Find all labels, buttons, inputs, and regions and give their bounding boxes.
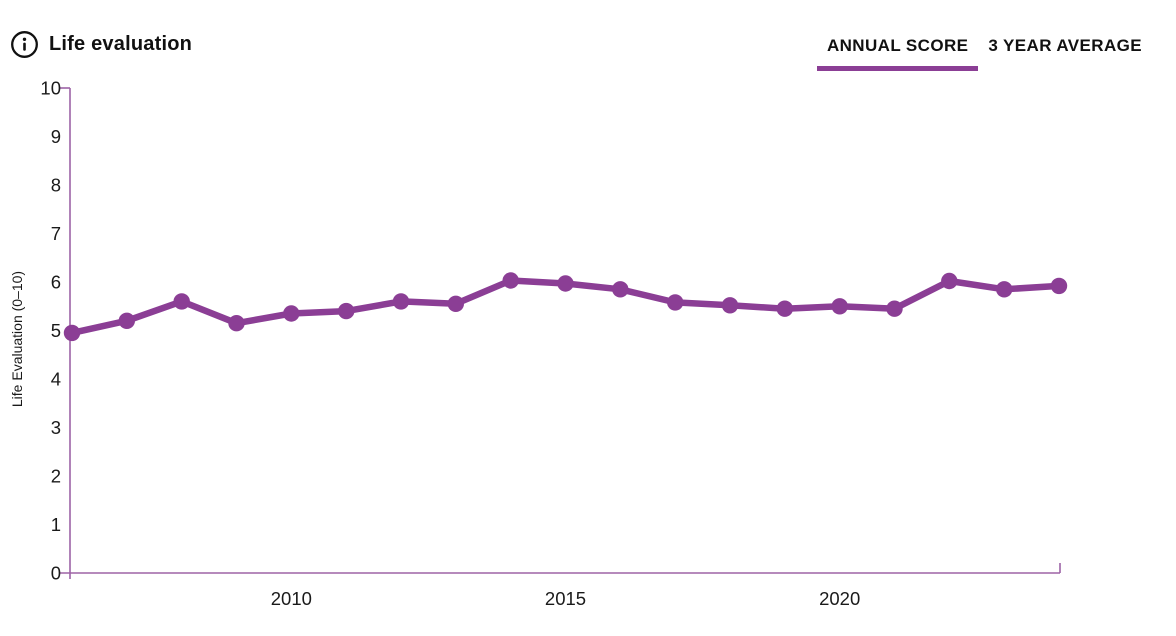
y-tick-label: 5	[51, 320, 61, 341]
data-point[interactable]	[63, 324, 81, 342]
data-point[interactable]	[667, 294, 684, 311]
y-tick-label: 10	[40, 78, 61, 99]
y-tick-label: 1	[51, 514, 61, 535]
data-point[interactable]	[502, 272, 519, 289]
x-tick-label: 2020	[819, 588, 860, 609]
data-point[interactable]	[338, 302, 355, 320]
x-tick-label: 2015	[545, 588, 586, 609]
y-axis-title: Life Evaluation (0–10)	[9, 270, 25, 408]
info-icon[interactable]	[10, 30, 39, 59]
y-tick-label: 7	[51, 223, 61, 244]
chart-header: Life evaluation	[10, 30, 192, 59]
y-tick-label: 0	[51, 563, 61, 584]
page-title: Life evaluation	[49, 33, 193, 55]
y-tick-label: 8	[51, 175, 61, 196]
data-point[interactable]	[1050, 277, 1068, 295]
y-tick-label: 6	[51, 272, 61, 293]
y-tick-label: 3	[51, 417, 61, 438]
tab-annual-score[interactable]: ANNUAL SCORE	[816, 36, 979, 71]
tab-3-year-average[interactable]: 3 YEAR AVERAGE	[978, 36, 1152, 71]
data-point[interactable]	[118, 312, 135, 329]
x-tick-label: 2010	[271, 588, 312, 609]
data-point[interactable]	[228, 315, 245, 332]
y-tick-label: 2	[51, 466, 61, 487]
y-tick-label: 4	[51, 369, 61, 390]
tab-bar: ANNUAL SCORE 3 YEAR AVERAGE	[816, 36, 1152, 71]
data-point[interactable]	[721, 297, 739, 314]
data-point[interactable]	[392, 293, 410, 310]
data-point[interactable]	[776, 300, 793, 317]
data-point[interactable]	[831, 298, 848, 315]
data-point[interactable]	[557, 275, 574, 292]
data-point[interactable]	[612, 281, 629, 298]
y-tick-label: 9	[51, 126, 61, 147]
data-point[interactable]	[283, 305, 300, 322]
data-point[interactable]	[941, 272, 958, 290]
data-point[interactable]	[886, 300, 903, 317]
data-point[interactable]	[173, 293, 190, 310]
data-point[interactable]	[447, 295, 464, 312]
data-point[interactable]	[996, 281, 1013, 298]
